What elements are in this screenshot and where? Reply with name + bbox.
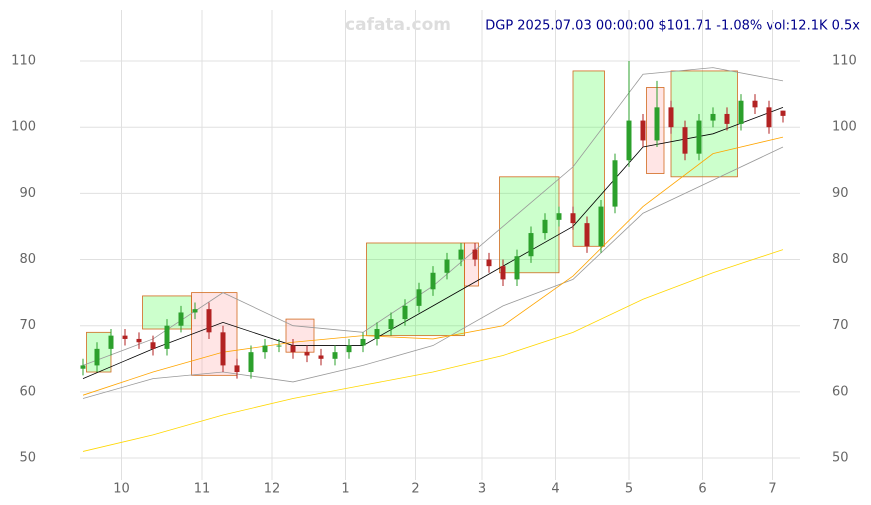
candle-body (122, 335, 128, 339)
candle-body (108, 335, 114, 349)
candle-body (612, 160, 618, 207)
candle-body (430, 272, 436, 290)
watermark: cafata.com (345, 15, 451, 35)
candle-body (472, 249, 478, 260)
x-tick-label: 3 (478, 482, 486, 497)
candle-body (500, 266, 506, 280)
indicator-line (82, 249, 784, 452)
candle-body (626, 120, 632, 161)
candle-body (710, 113, 716, 121)
candle-body (220, 332, 226, 366)
candle-body (178, 312, 184, 326)
y-tick-label: 100 (11, 120, 36, 135)
indicator-line (82, 146, 784, 399)
candle-body (556, 213, 562, 220)
y-tick-label: 50 (19, 451, 36, 466)
candle-body (640, 120, 646, 141)
candle-body (402, 305, 408, 320)
candle-body (584, 223, 590, 247)
y-tick-label-right: 70 (832, 318, 849, 333)
candle-body (276, 345, 282, 347)
x-tick-label: 11 (194, 482, 211, 497)
y-tick-label-right: 80 (832, 252, 849, 267)
candle-body (262, 345, 268, 353)
x-tick-label: 1 (341, 482, 349, 497)
candle-body (164, 325, 170, 349)
candle-body (570, 213, 576, 224)
candle-body (80, 365, 86, 369)
y-tick-label-right: 90 (832, 186, 849, 201)
candle-body (318, 355, 324, 359)
candle-body (668, 107, 674, 128)
y-tick-label: 90 (19, 186, 36, 201)
candle-body (486, 259, 492, 267)
candle-body (192, 309, 198, 313)
candle-body (780, 110, 786, 116)
y-tick-label-right: 100 (832, 120, 857, 135)
y-tick-label: 70 (19, 318, 36, 333)
candle-body (458, 249, 464, 260)
candle-body (360, 338, 366, 346)
x-tick-label: 2 (411, 482, 419, 497)
y-tick-label-right: 110 (832, 54, 857, 69)
y-tick-label: 80 (19, 252, 36, 267)
candle-body (388, 319, 394, 330)
zone (191, 292, 238, 376)
y-tick-label: 60 (19, 384, 36, 399)
candle-body (332, 352, 338, 359)
zone (499, 176, 560, 274)
candle-body (724, 113, 730, 124)
candle-body (234, 365, 240, 373)
candle-body (416, 289, 422, 306)
candle-body (514, 256, 520, 280)
candle-body (206, 309, 212, 333)
candle-body (304, 352, 310, 356)
x-tick-label: 12 (264, 482, 281, 497)
candle-body (598, 206, 604, 247)
candle-body (248, 352, 254, 373)
y-tick-label: 110 (11, 54, 36, 69)
indicator-line (82, 136, 784, 396)
chart-title: DGP 2025.07.03 00:00:00 $101.71 -1.08% v… (485, 19, 860, 34)
y-tick-label-right: 60 (832, 384, 849, 399)
x-tick-label: 5 (625, 482, 633, 497)
candle-body (654, 107, 660, 141)
candle-body (374, 329, 380, 339)
x-tick-label: 7 (768, 482, 776, 497)
candle-body (290, 345, 296, 353)
candle-body (94, 348, 100, 366)
y-tick-label-right: 50 (832, 451, 849, 466)
candle-body (542, 219, 548, 234)
candle-body (444, 259, 450, 273)
candle-body (752, 100, 758, 108)
indicator-line (82, 106, 784, 380)
candle-body (766, 107, 772, 128)
candle-body (738, 100, 744, 124)
candle-body (346, 345, 352, 353)
x-tick-label: 6 (698, 482, 706, 497)
candle-body (150, 342, 156, 349)
candle-body (696, 120, 702, 154)
candle-body (136, 338, 142, 343)
candle-body (682, 127, 688, 154)
x-tick-label: 10 (113, 482, 130, 497)
x-tick-label: 4 (551, 482, 559, 497)
zone (366, 242, 465, 337)
candle-body (528, 233, 534, 257)
